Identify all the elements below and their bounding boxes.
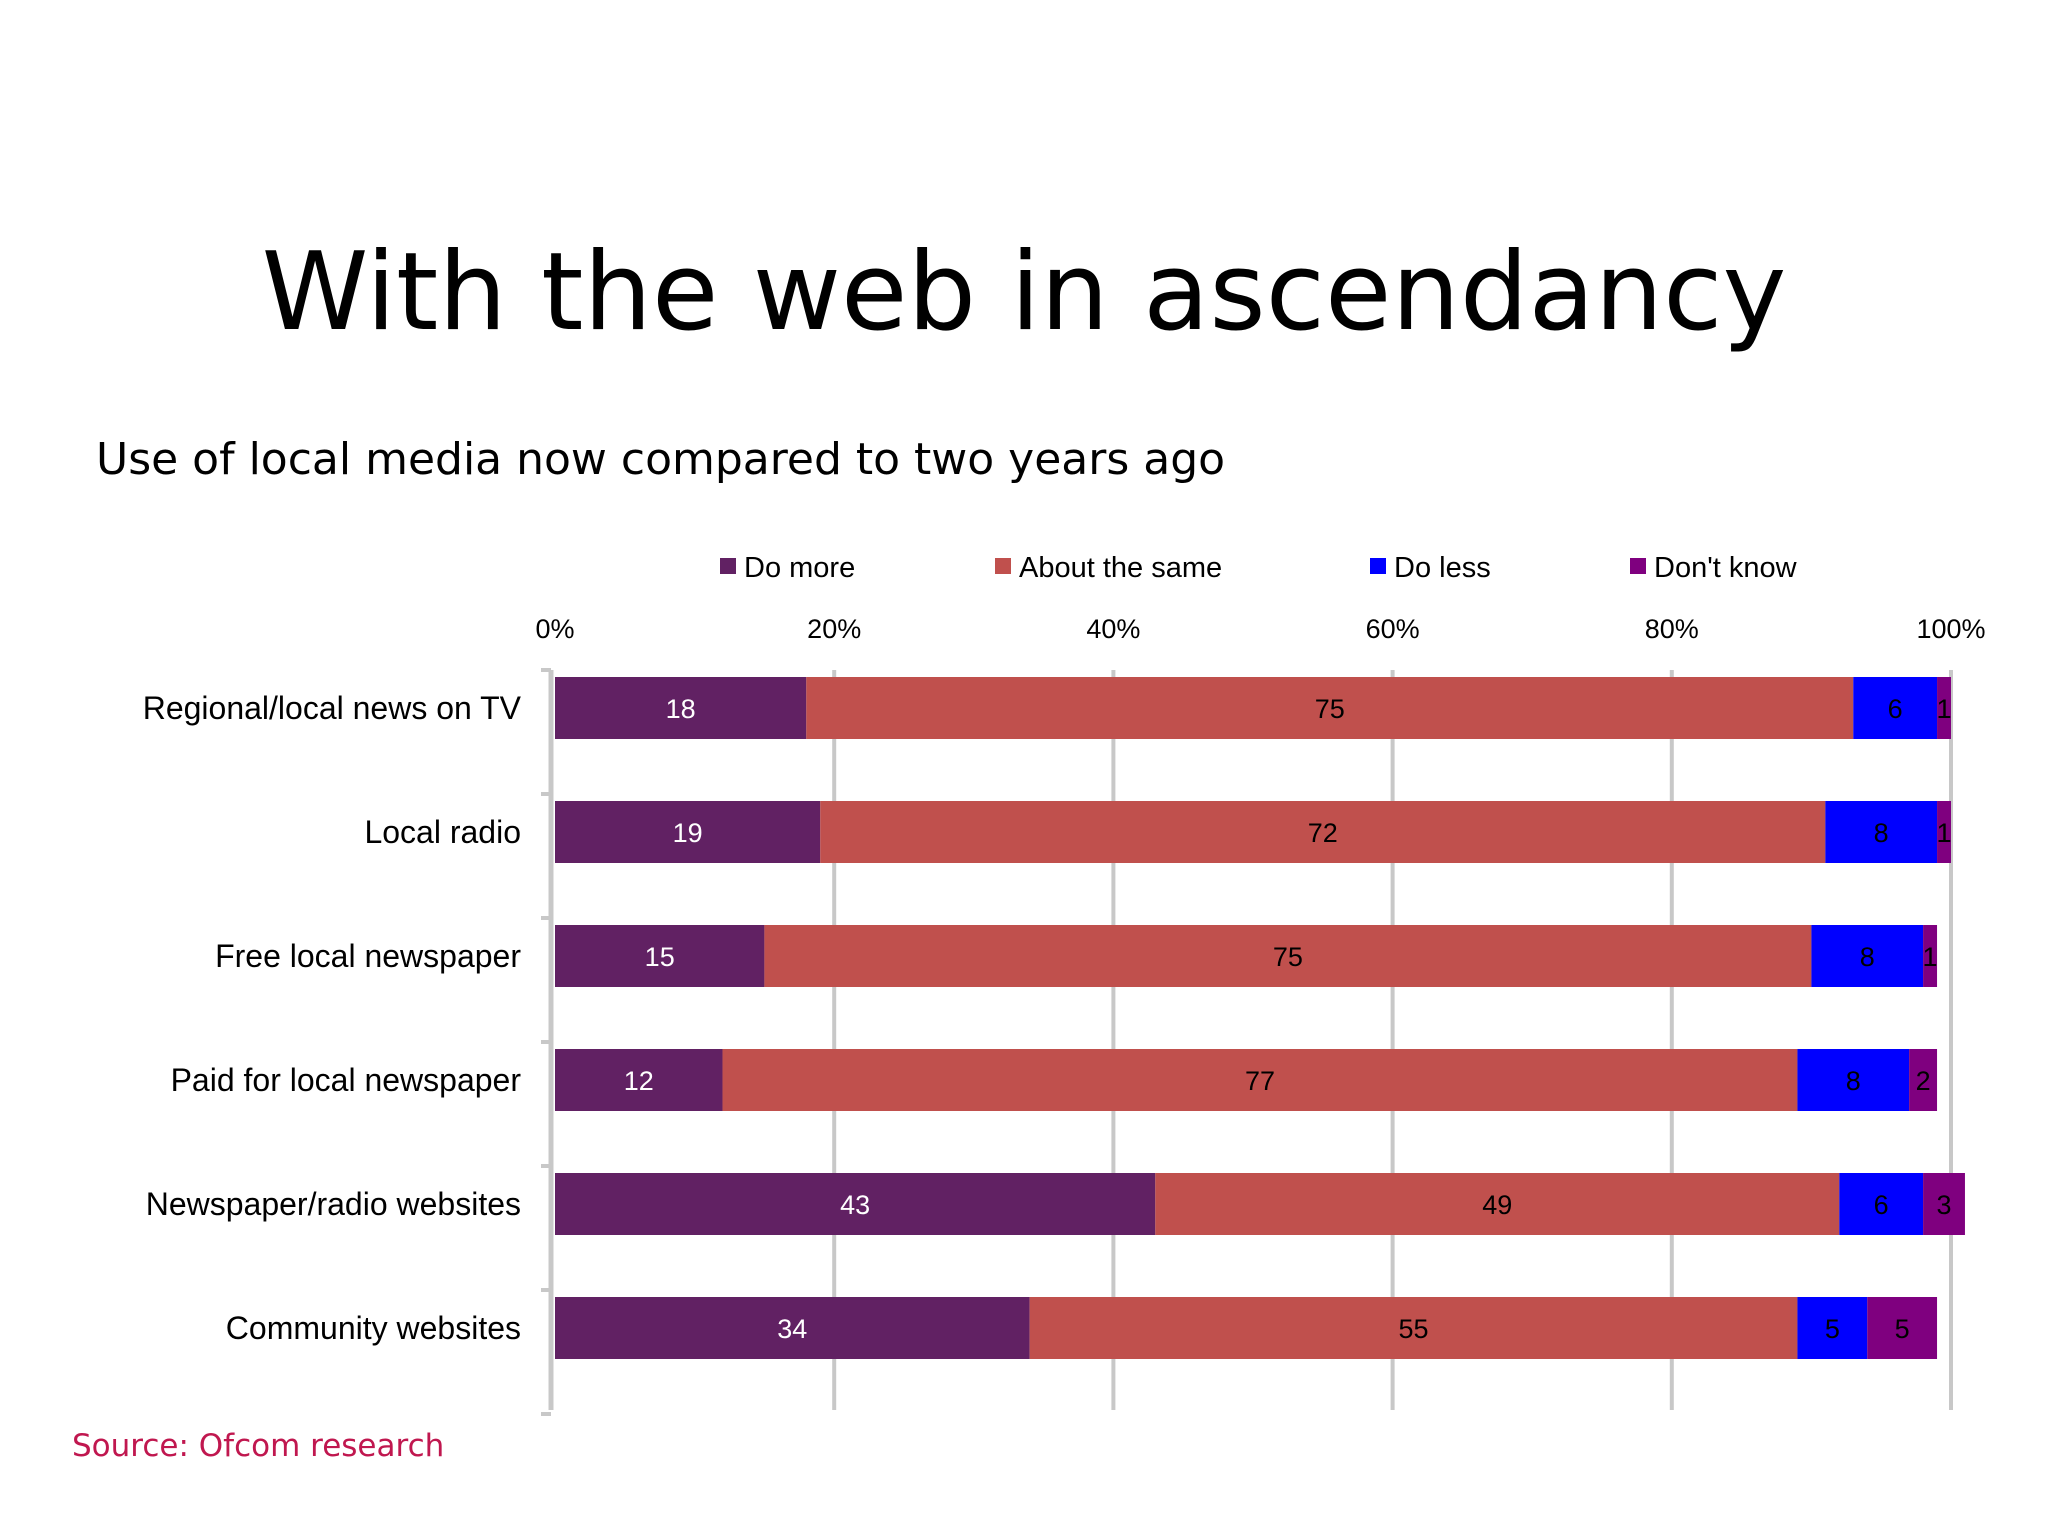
legend-label-don-t-know: Don't know [1654,552,1798,584]
data-label: 8 [1846,1066,1861,1096]
legend-label-do-more: Do more [744,552,855,584]
bar-about-the-same [1029,1297,1798,1359]
category-labels: Regional/local news on TV Local radio Free… [143,690,522,1346]
x-tick-label: 0% [535,614,574,644]
data-label: 75 [1273,942,1303,972]
x-tick-label: 20% [807,614,861,644]
legend-swatch-do-more [720,558,736,574]
data-label: 8 [1874,818,1889,848]
data-label: 75 [1315,694,1345,724]
bar-do-less [1853,677,1938,739]
data-label: 5 [1825,1314,1840,1344]
bar-do-more [555,801,821,863]
bar-do-more [555,925,765,987]
legend-swatch-about-the-same [995,558,1011,574]
bar-segments [555,677,1965,1359]
data-label: 34 [777,1314,807,1344]
bar-don-t-know [1923,1173,1965,1235]
bar-do-more [555,1173,1156,1235]
x-tick-label: 40% [1086,614,1140,644]
data-label: 55 [1399,1314,1429,1344]
data-label: 77 [1245,1066,1275,1096]
data-label: 3 [1937,1190,1952,1220]
legend-swatch-do-less [1370,558,1386,574]
x-tick-label: 80% [1645,614,1699,644]
bar-about-the-same [764,925,1812,987]
x-axis-ticks: 0% 20% 40% 60% 80% 100% [535,614,1985,644]
data-label: 15 [645,942,675,972]
legend-label-about-the-same: About the same [1019,552,1222,584]
data-label: 19 [673,818,703,848]
bar-don-t-know [1867,1297,1938,1359]
bar-do-less [1797,1297,1868,1359]
chart-legend: Do more About the same Do less Don't know [720,552,1798,584]
slide-title: With the web in ascendancy [261,230,1787,355]
bar-don-t-know [1923,925,1938,987]
data-label: 8 [1860,942,1875,972]
legend-label-do-less: Do less [1394,552,1491,584]
data-label: 2 [1916,1066,1931,1096]
x-tick-label: 100% [1916,614,1985,644]
bar-about-the-same [1155,1173,1840,1235]
data-label: 5 [1895,1314,1910,1344]
bar-do-less [1811,925,1924,987]
data-label: 72 [1308,818,1338,848]
bar-don-t-know [1909,1049,1938,1111]
bar-about-the-same [806,677,1854,739]
category-label: Paid for local newspaper [171,1062,522,1098]
bar-don-t-know [1937,801,1951,863]
legend-swatch-don-t-know [1630,558,1646,574]
bar-do-more [555,677,807,739]
gridlines [832,670,1953,1410]
bar-about-the-same [820,801,1826,863]
chart-subtitle: Use of local media now compared to two y… [96,434,1226,485]
x-tick-label: 60% [1366,614,1420,644]
bar-don-t-know [1937,677,1951,739]
category-label: Regional/local news on TV [143,690,522,726]
data-label: 18 [666,694,696,724]
category-label: Free local newspaper [215,938,521,974]
bar-do-less [1797,1049,1910,1111]
bar-do-more [555,1297,1030,1359]
data-label: 6 [1888,694,1903,724]
data-label: 1 [1937,818,1952,848]
data-label: 1 [1923,942,1938,972]
bar-do-less [1839,1173,1924,1235]
bar-about-the-same [722,1049,1798,1111]
bar-do-less [1825,801,1938,863]
category-label: Community websites [226,1310,521,1346]
data-label: 1 [1937,694,1952,724]
data-labels: 18 75 6 119 72 8 115 75 8 112 77 8 243 49 6 334 55 5 5 [624,694,1952,1344]
data-label: 12 [624,1066,654,1096]
category-label: Local radio [364,814,521,850]
data-label: 49 [1482,1190,1512,1220]
category-label: Newspaper/radio websites [146,1186,521,1222]
data-label: 6 [1874,1190,1889,1220]
data-label: 43 [840,1190,870,1220]
bar-do-more [555,1049,723,1111]
category-axis [541,668,554,1416]
source-note: Source: Ofcom research [72,1428,445,1464]
